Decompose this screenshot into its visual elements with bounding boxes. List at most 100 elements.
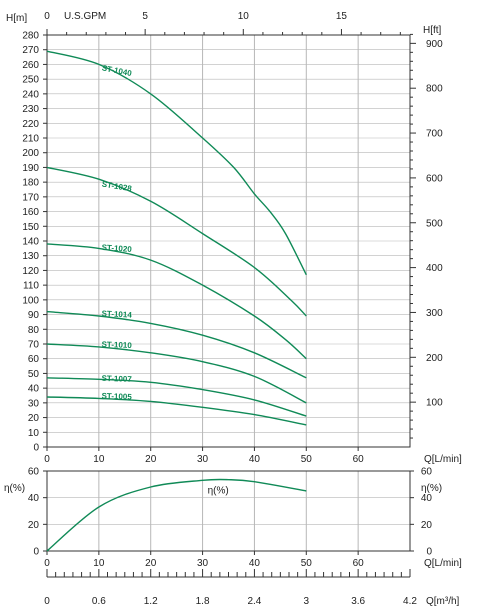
head-y-tick-label: 150 [22, 222, 39, 233]
head-y-tick-label: 170 [22, 192, 39, 203]
eff-y-tick-label: 40 [28, 493, 40, 504]
flow-tick-label: 3.6 [351, 596, 365, 607]
flow-axis-title: Q[m³/h] [426, 596, 460, 607]
head-x-tick-label: 10 [93, 454, 105, 465]
eff-y-axis-title: η(%) [4, 483, 25, 494]
curve-st-1040 [46, 50, 307, 276]
curve-label-st-1005: ST-1005 [101, 391, 132, 401]
curve-label-efficiency: η(%) [208, 486, 229, 497]
head-y-tick-label: 220 [22, 119, 39, 130]
head-y-tick-label: 210 [22, 134, 39, 145]
eff-x-tick-label: 0 [44, 558, 50, 569]
eff-x-tick-label: 40 [249, 558, 261, 569]
head-ft-tick-label: 600 [426, 173, 443, 184]
head-x-tick-label: 60 [353, 454, 365, 465]
head-y-tick-label: 240 [22, 89, 39, 100]
eff-x-tick-label: 30 [197, 558, 209, 569]
eff-right-tick-label: 60 [421, 467, 433, 478]
head-y-tick-label: 190 [22, 163, 39, 174]
head-y-tick-label: 110 [23, 281, 39, 292]
eff-y-tick-label: 20 [28, 520, 40, 531]
head-ft-tick-label: 800 [426, 84, 443, 95]
eff-x-tick-label: 50 [301, 558, 313, 569]
curve-label-st-1014: ST-1014 [101, 309, 132, 320]
curve-label-st-1007: ST-1007 [101, 374, 132, 384]
head-x-tick-label: 50 [301, 454, 313, 465]
flow-tick-label: 1.2 [144, 596, 158, 607]
eff-frame [46, 470, 411, 552]
gpm-tick-label: 0 [44, 11, 50, 22]
eff-right-tick-label: 40 [421, 493, 433, 504]
flow-tick-label: 2.4 [247, 596, 261, 607]
head-y-tick-label: 70 [28, 340, 40, 351]
head-y-tick-label: 230 [22, 104, 39, 115]
head-y-tick-label: 40 [28, 384, 40, 395]
eff-y-tick-label: 0 [33, 547, 39, 558]
head-y-tick-label: 270 [22, 45, 39, 56]
head-ft-tick-label: 300 [426, 308, 443, 319]
head-y-tick-label: 0 [33, 443, 39, 454]
head-y-axis-title: H[m] [6, 13, 27, 24]
head-y-tick-label: 200 [22, 148, 39, 159]
head-ft-tick-label: 200 [426, 353, 443, 364]
head-x-tick-label: 0 [44, 454, 50, 465]
head-x-tick-label: 30 [197, 454, 209, 465]
curve-label-st-1010: ST-1010 [101, 340, 132, 350]
head-y-tick-label: 90 [28, 310, 40, 321]
eff-x-tick-label: 20 [145, 558, 157, 569]
head-ft-tick-label: 500 [426, 218, 443, 229]
flow-m3h-axis: 0 0.6 1.2 1.8 2.4 3 3.6 4.2 Q[m³/h] [44, 569, 460, 607]
eff-right-tick-label: 20 [421, 520, 433, 531]
eff-x-tick-label: 10 [93, 558, 105, 569]
eff-right-tick-label: 0 [426, 547, 432, 558]
head-y-tick-label: 30 [28, 398, 40, 409]
head-x-tick-label: 20 [145, 454, 157, 465]
curve-label-st-1028: ST-1028 [101, 180, 133, 194]
head-y-tick-label: 20 [28, 413, 40, 424]
head-y-tick-label: 180 [22, 178, 39, 189]
head-y-tick-label: 280 [22, 31, 39, 42]
head-y-tick-label: 80 [28, 325, 40, 336]
head-y-tick-label: 250 [22, 75, 39, 86]
gpm-axis-title: U.S.GPM [64, 11, 106, 22]
curve-st-1014 [46, 310, 307, 379]
head-y-tick-label: 160 [22, 207, 39, 218]
head-y-tick-label: 10 [28, 428, 40, 439]
head-x-tick-label: 40 [249, 454, 261, 465]
head-x-axis-title: Q[L/min] [424, 454, 462, 465]
head-ft-tick-label: 900 [426, 39, 443, 50]
eff-x-axis-title: Q[L/min] [424, 558, 462, 569]
head-y-tick-label: 50 [28, 369, 40, 380]
head-ft-tick-label: 700 [426, 129, 443, 140]
eff-y-tick-label: 60 [28, 467, 40, 478]
head-ft-axis-title: H[ft] [423, 25, 442, 36]
head-y-tick-label: 60 [28, 354, 40, 365]
curve-efficiency [46, 478, 307, 552]
curve-label-st-1040: ST-1040 [101, 63, 133, 78]
curve-st-1028 [46, 166, 307, 317]
head-panel: 0102030405060708090100110120130140150160… [6, 11, 462, 465]
head-y-tick-label: 140 [22, 237, 39, 248]
head-y-tick-label: 260 [22, 60, 39, 71]
head-ft-tick-label: 100 [426, 398, 443, 409]
flow-tick-label: 1.8 [196, 596, 210, 607]
gpm-tick-label: 5 [142, 11, 148, 22]
curve-st-1005 [46, 396, 307, 426]
flow-tick-label: 3 [304, 596, 310, 607]
curve-st-1010 [46, 343, 307, 404]
eff-right-axis-title: η(%) [421, 483, 442, 494]
flow-tick-label: 0.6 [92, 596, 106, 607]
curve-st-1007 [46, 377, 307, 417]
head-y-tick-label: 120 [22, 266, 39, 277]
head-y-tick-label: 130 [22, 251, 39, 262]
flow-tick-label: 4.2 [403, 596, 417, 607]
gpm-tick-label: 15 [336, 11, 348, 22]
head-y-tick-label: 100 [22, 295, 39, 306]
curve-label-st-1020: ST-1020 [101, 243, 132, 254]
eff-x-tick-label: 60 [353, 558, 365, 569]
flow-tick-label: 0 [44, 596, 50, 607]
curve-st-1020 [46, 243, 307, 360]
